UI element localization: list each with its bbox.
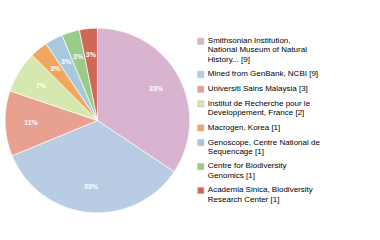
svg-text:33%: 33% <box>149 85 164 92</box>
svg-text:33%: 33% <box>84 183 99 190</box>
svg-text:7%: 7% <box>36 82 47 89</box>
svg-text:3%: 3% <box>61 58 72 65</box>
svg-text:Genoscope, Centre National deS: Genoscope, Centre National deSequencage … <box>208 138 321 156</box>
svg-text:Institut de Recherche pour leD: Institut de Recherche pour leDeveloppeme… <box>208 99 311 117</box>
svg-text:3%: 3% <box>86 51 97 58</box>
svg-text:Centre for BiodiversityGenomic: Centre for BiodiversityGenomics [1] <box>208 161 287 179</box>
svg-text:Macrogen, Korea [1]: Macrogen, Korea [1] <box>208 123 280 132</box>
svg-text:3%: 3% <box>50 65 61 72</box>
svg-text:Academia Sinica, BiodiversityR: Academia Sinica, BiodiversityResearch Ce… <box>208 185 313 203</box>
svg-text:Smithsonian Institution,Nation: Smithsonian Institution,National Museum … <box>208 36 307 63</box>
svg-text:11%: 11% <box>24 119 38 126</box>
svg-text:Mined from GenBank, NCBI [9]: Mined from GenBank, NCBI [9] <box>208 69 318 78</box>
svg-text:Universiti Sains Malaysia [3]: Universiti Sains Malaysia [3] <box>208 84 308 93</box>
svg-text:3%: 3% <box>73 53 84 60</box>
